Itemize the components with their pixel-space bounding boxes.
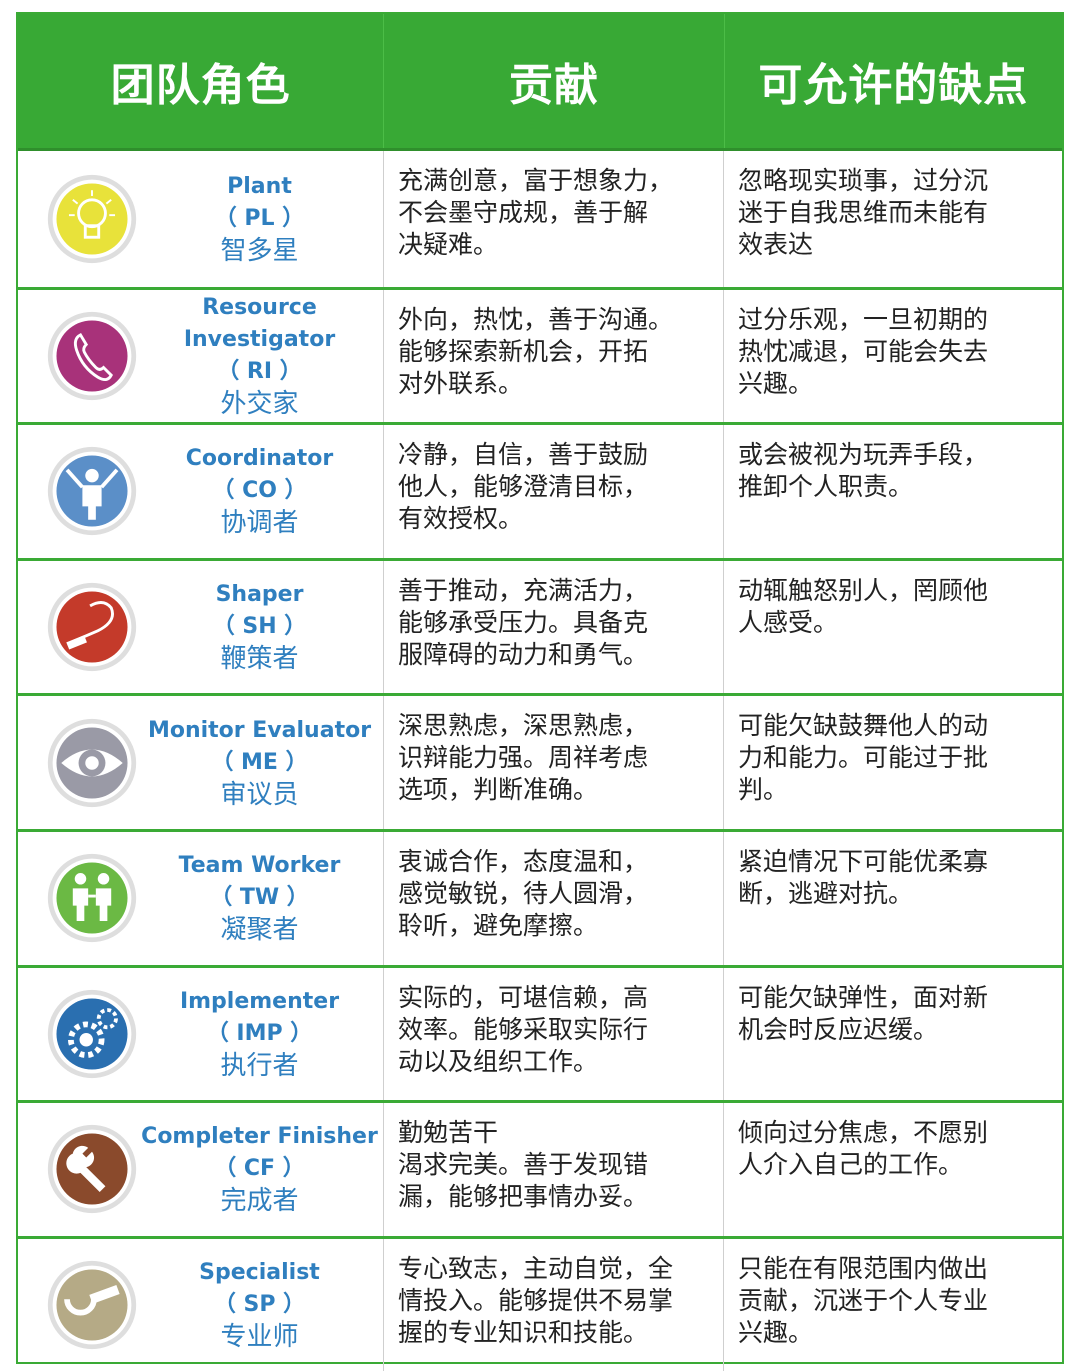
role-names: Team Worker （ TW ） 凝聚者	[140, 850, 383, 946]
role-abbreviation: （ PL ）	[214, 205, 305, 231]
weakness-cell: 动辄触怒别人，罔顾他 人感受。	[738, 575, 989, 637]
role-chinese-name: 凝聚者	[220, 915, 299, 946]
role-cell: Coordinator （ CO ） 协调者	[18, 425, 384, 558]
whip-icon	[47, 582, 137, 672]
role-english-name: Coordinator	[185, 446, 334, 472]
weakness-cell: 过分乐观，一旦初期的 热忱减退，可能会失去 兴趣。	[738, 304, 989, 398]
role-cell: Resource Investigator （ RI ） 外交家	[18, 289, 384, 423]
table-row: Implementer （ IMP ） 执行者 实际的，可堪信赖，高 效率。能够…	[18, 964, 1062, 1101]
role-cell: Team Worker （ TW ） 凝聚者	[18, 831, 384, 965]
role-english-name: Shaper	[215, 582, 304, 608]
role-english-name: Specialist	[199, 1260, 320, 1286]
role-chinese-name: 专业师	[220, 1322, 299, 1353]
weakness-cell: 倾向过分焦虑，不愿别 人介入自己的工作。	[738, 1118, 989, 1180]
role-chinese-name: 完成者	[220, 1186, 299, 1217]
table-row: Completer Finisher （ CF ） 完成者 勤勉苦干 渴求完美。…	[18, 1100, 1062, 1236]
contribution-cell: 衷诚合作，态度温和， 感觉敏锐，待人圆滑， 聆听，避免摩擦。	[384, 831, 724, 965]
header-weakness: 可允许的缺点	[723, 14, 1062, 148]
role-chinese-name: 智多星	[220, 235, 299, 266]
role-abbreviation: （ IMP ）	[206, 1020, 313, 1046]
conductor-icon	[47, 447, 137, 536]
wrench-icon	[47, 1125, 137, 1214]
role-names: Implementer （ IMP ） 执行者	[140, 986, 383, 1082]
role-english-name: Completer Finisher	[141, 1124, 378, 1150]
weakness-cell: 或会被视为玩弄手段， 推卸个人职责。	[738, 440, 989, 502]
people-icon	[47, 854, 137, 943]
role-names: Coordinator （ CO ） 协调者	[140, 443, 383, 539]
contribution-cell: 深思熟虑，深思熟虑， 识辩能力强。周祥考虑 选项，判断准确。	[384, 696, 724, 829]
role-abbreviation: （ RI ）	[217, 358, 302, 384]
role-cell: Monitor Evaluator （ ME ） 审议员	[18, 696, 384, 829]
contribution-cell: 实际的，可堪信赖，高 效率。能够采取实际行 动以及组织工作。	[384, 967, 724, 1101]
role-cell: Implementer （ IMP ） 执行者	[18, 967, 384, 1101]
role-abbreviation: （ SP ）	[213, 1292, 306, 1318]
gear-icon	[47, 989, 137, 1079]
role-abbreviation: （ ME ）	[211, 749, 308, 775]
role-abbreviation: （ CO ）	[212, 478, 307, 504]
role-cell: Completer Finisher （ CF ） 完成者	[18, 1103, 384, 1236]
role-abbreviation: （ SH ）	[212, 614, 307, 640]
contribution-cell: 勤勉苦干 渴求完美。善于发现错 漏，能够把事情办妥。	[384, 1103, 724, 1236]
role-english-name: Monitor Evaluator	[147, 717, 372, 743]
role-abbreviation: （ CF ）	[214, 1156, 305, 1182]
contribution-cell: 专心致志，主动自觉，全 情投入。能够提供不易掌 握的专业知识和技能。	[384, 1238, 724, 1372]
table-row: Coordinator （ CO ） 协调者 冷静，自信，善于鼓励 他人，能够澄…	[18, 422, 1062, 558]
contribution-cell: 外向，热忱，善于沟通。 能够探索新机会，开拓 对外联系。	[384, 289, 724, 423]
table-body: Plant （ PL ） 智多星 充满创意，富于想象力， 不会墨守成规，善于解 …	[18, 151, 1062, 1372]
role-names: Specialist （ SP ） 专业师	[140, 1257, 383, 1353]
role-chinese-name: 协调者	[220, 508, 299, 539]
role-english-name: Team Worker	[178, 853, 341, 879]
role-names: Shaper （ SH ） 鞭策者	[140, 579, 383, 675]
telephone-icon	[47, 311, 137, 401]
table-row: Plant （ PL ） 智多星 充满创意，富于想象力， 不会墨守成规，善于解 …	[18, 151, 1062, 287]
role-cell: Plant （ PL ） 智多星	[18, 151, 384, 287]
role-english-name: Plant	[227, 173, 292, 199]
micrometer-icon	[47, 1260, 137, 1350]
role-chinese-name: 执行者	[220, 1050, 299, 1081]
header-contribution: 贡献	[383, 14, 723, 148]
header-role: 团队角色	[110, 60, 291, 111]
weakness-cell: 可能欠缺弹性，面对新 机会时反应迟缓。	[738, 982, 989, 1044]
role-cell: Specialist （ SP ） 专业师	[18, 1238, 384, 1372]
contribution-cell: 善于推动，充满活力， 能够承受压力。具备克 服障碍的动力和勇气。	[384, 560, 724, 694]
role-english-name: Implementer	[179, 988, 340, 1014]
role-chinese-name: 外交家	[220, 388, 299, 419]
table-row: Resource Investigator （ RI ） 外交家 外向，热忱，善…	[18, 286, 1062, 423]
eye-icon	[47, 718, 137, 807]
role-chinese-name: 鞭策者	[220, 644, 299, 675]
role-names: Plant （ PL ） 智多星	[140, 171, 383, 267]
contribution-cell: 充满创意，富于想象力， 不会墨守成规，善于解 决疑难。	[384, 151, 724, 287]
roles-table: 团队角色 贡献 可允许的缺点 Plant （	[16, 12, 1064, 1372]
role-names: Completer Finisher （ CF ） 完成者	[140, 1121, 383, 1217]
table-row: Shaper （ SH ） 鞭策者 善于推动，充满活力， 能够承受压力。具备克 …	[18, 557, 1062, 694]
weakness-cell: 紧迫情况下可能优柔寡 断，逃避对抗。	[738, 846, 989, 908]
weakness-cell: 可能欠缺鼓舞他人的动 力和能力。可能过于批 判。	[738, 711, 989, 805]
weakness-cell: 忽略现实琐事，过分沉 迷于自我思维而未能有 效表达	[738, 166, 989, 259]
role-names: Monitor Evaluator （ ME ） 审议员	[140, 715, 383, 811]
role-names: Resource Investigator （ RI ） 外交家	[140, 292, 383, 420]
lightbulb-icon	[47, 174, 137, 263]
role-english-name: Resource Investigator	[183, 294, 336, 352]
role-abbreviation: （ TW ）	[210, 885, 309, 911]
table-row: Specialist （ SP ） 专业师 专心致志，主动自觉，全 情投入。能够…	[18, 1235, 1062, 1372]
weakness-cell: 只能在有限范围内做出 贡献，沉迷于个人专业 兴趣。	[738, 1253, 989, 1347]
table-row: Team Worker （ TW ） 凝聚者 衷诚合作，态度温和， 感觉敏锐，待…	[18, 828, 1062, 965]
role-cell: Shaper （ SH ） 鞭策者	[18, 560, 384, 694]
table-row: Monitor Evaluator （ ME ） 审议员 深思熟虑，深思熟虑， …	[18, 693, 1062, 829]
contribution-cell: 冷静，自信，善于鼓励 他人，能够澄清目标， 有效授权。	[384, 425, 724, 558]
role-chinese-name: 审议员	[220, 779, 299, 810]
table-header: 团队角色 贡献 可允许的缺点	[18, 14, 1062, 151]
